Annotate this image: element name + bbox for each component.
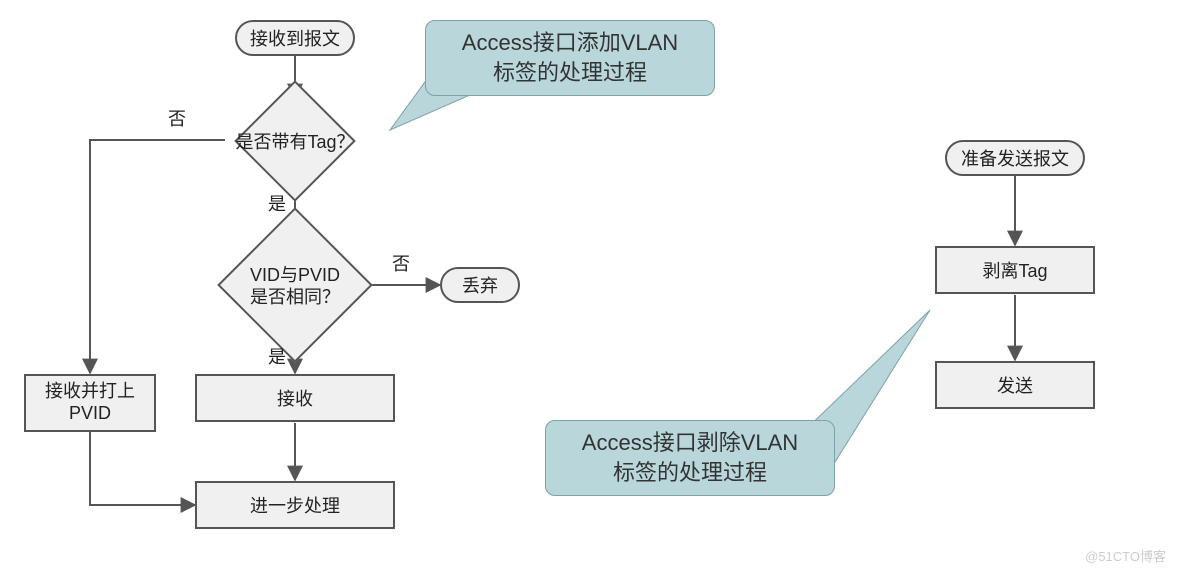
edge-label-yes-2: 是 (268, 343, 286, 369)
node-further: 进一步处理 (195, 481, 395, 529)
node-label: 进一步处理 (250, 492, 340, 518)
node-send: 发送 (935, 361, 1095, 409)
node-label: 发送 (997, 372, 1033, 398)
callout-add-vlan: Access接口添加VLAN 标签的处理过程 (425, 20, 715, 96)
node-recv: 接收 (195, 374, 395, 422)
node-start-receive: 接收到报文 (235, 20, 355, 56)
node-label: 丢弃 (462, 272, 498, 298)
node-discard: 丢弃 (440, 267, 520, 303)
node-label: 接收 (277, 385, 313, 411)
edge-label-no-1: 否 (168, 105, 186, 131)
node-decision-vid-pvid-label: VID与PVID 是否相同？ (215, 258, 375, 314)
flowchart-canvas: 接收到报文 是否带有Tag？ 否 是 VID与PVID 是否相同？ 否 是 丢弃… (0, 0, 1184, 573)
callout-strip-vlan: Access接口剥除VLAN 标签的处理过程 (545, 420, 835, 496)
node-recv-add-pvid: 接收并打上 PVID (24, 374, 156, 432)
edge-label-no-2: 否 (392, 250, 410, 276)
edge-label-yes-1: 是 (268, 190, 286, 216)
node-start-send: 准备发送报文 (945, 140, 1085, 176)
node-decision-has-tag-label: 是否带有Tag？ (210, 120, 380, 164)
node-strip-tag: 剥离Tag (935, 246, 1095, 294)
node-label: 接收到报文 (250, 25, 340, 51)
node-label: 准备发送报文 (961, 145, 1069, 171)
node-label: 剥离Tag (982, 257, 1047, 283)
watermark: @51CTO博客 (1085, 546, 1166, 565)
